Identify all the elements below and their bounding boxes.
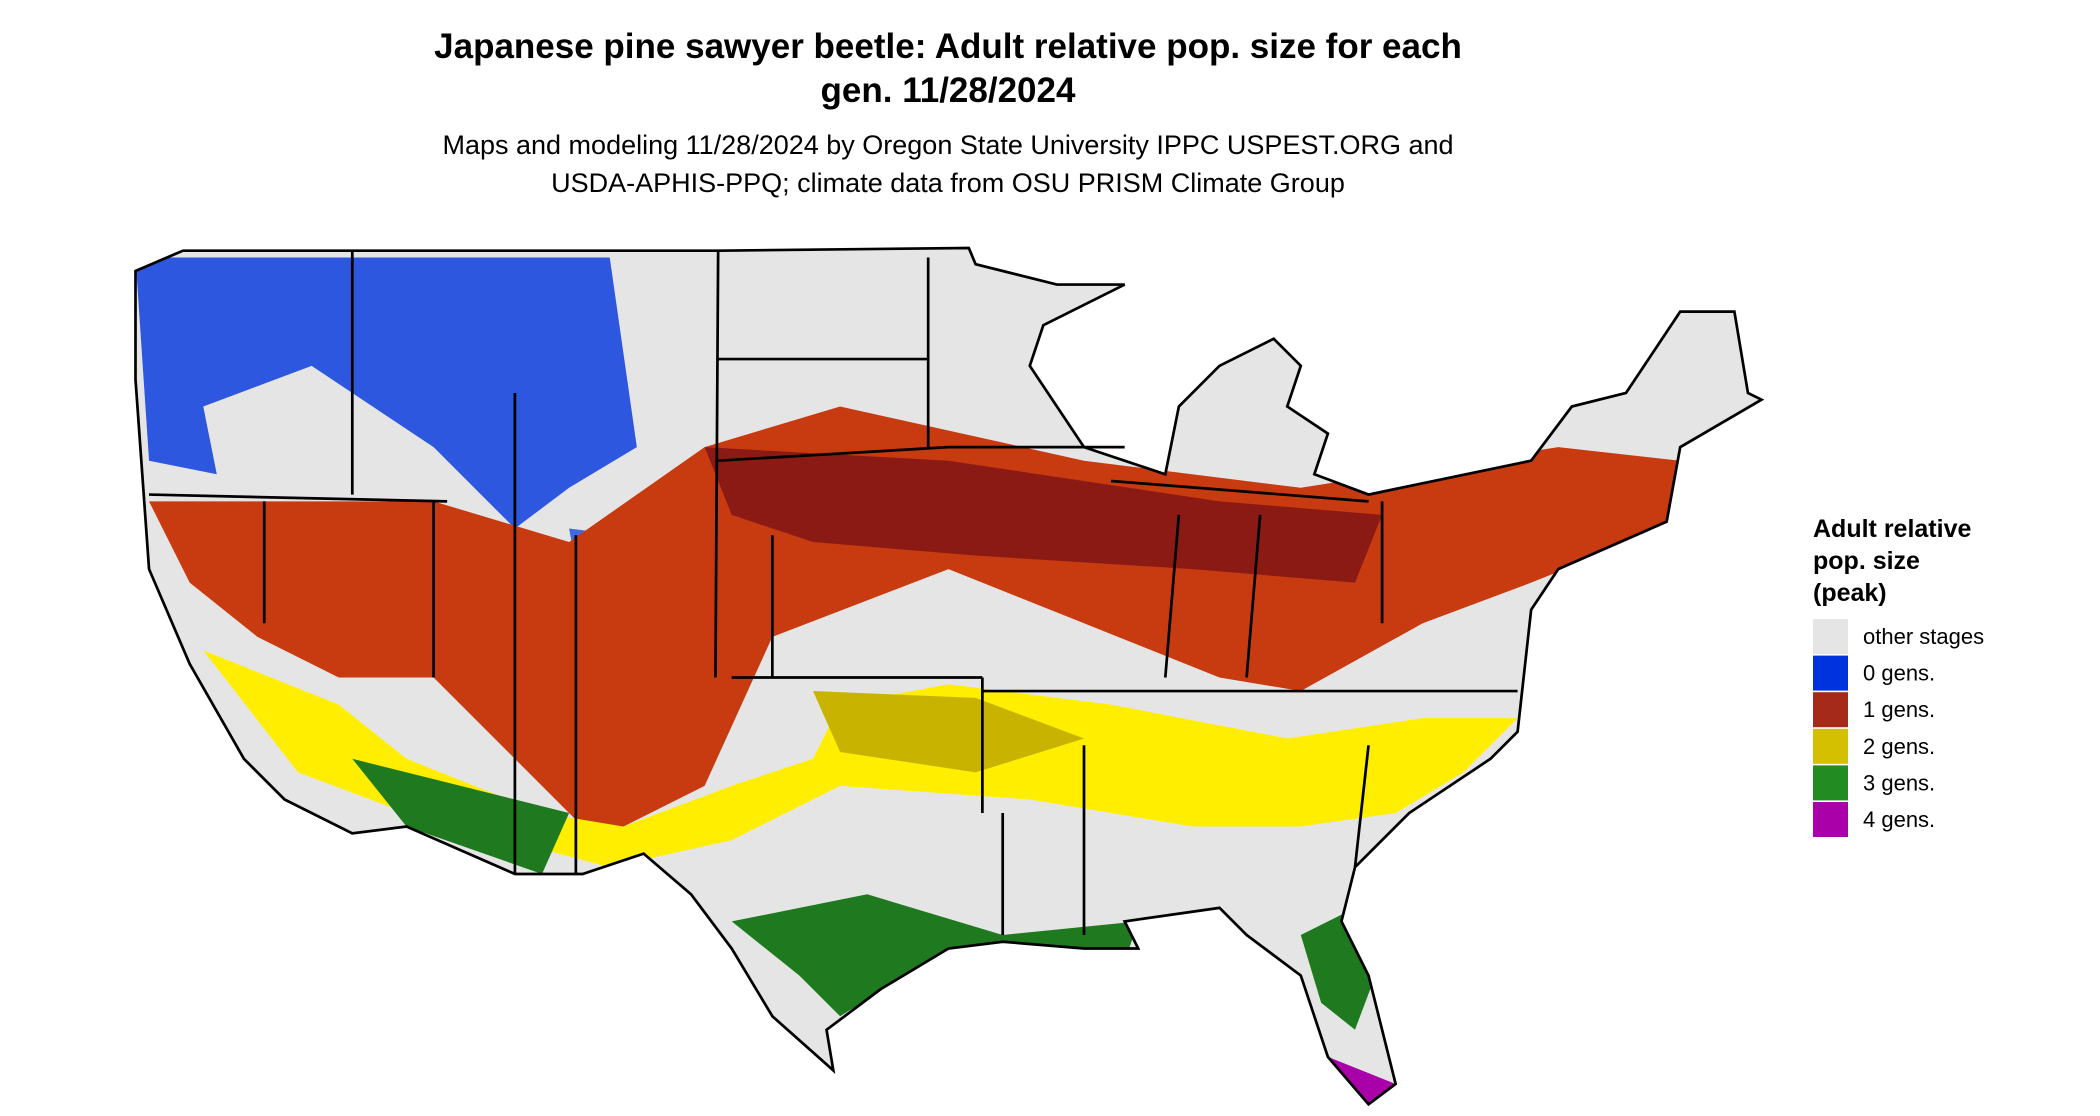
subtitle: Maps and modeling 11/28/2024 by Oregon S… xyxy=(442,130,1453,198)
us-map xyxy=(134,246,1763,1106)
legend-label: 1 gens. xyxy=(1863,697,1935,722)
legend-swatch xyxy=(1813,802,1848,837)
legend-swatch xyxy=(1813,728,1848,764)
legend-swatch xyxy=(1813,765,1848,801)
state-borders xyxy=(149,250,1518,935)
subtitle-line: USDA-APHIS-PPQ; climate data from OSU PR… xyxy=(551,168,1345,198)
legend-label: 2 gens. xyxy=(1863,734,1935,759)
legend-label: 3 gens. xyxy=(1863,770,1935,795)
subtitle-line: Maps and modeling 11/28/2024 by Oregon S… xyxy=(442,130,1453,160)
legend-title: (peak) xyxy=(1813,579,1887,607)
title-line: Japanese pine sawyer beetle: Adult relat… xyxy=(434,27,1462,66)
title: Japanese pine sawyer beetle: Adult relat… xyxy=(434,27,1462,110)
legend-title: Adult relative xyxy=(1813,515,1971,543)
legend-label: 4 gens. xyxy=(1863,807,1935,832)
legend: Adult relative pop. size (peak) other stage… xyxy=(1813,515,1984,837)
legend-label: other stages xyxy=(1863,624,1984,649)
legend-swatch xyxy=(1813,655,1848,691)
title-line: gen. 11/28/2024 xyxy=(821,71,1076,110)
legend-label: 0 gens. xyxy=(1863,661,1935,686)
legend-swatch xyxy=(1813,619,1848,654)
legend-swatch xyxy=(1813,692,1848,728)
legend-title: pop. size xyxy=(1813,547,1920,575)
